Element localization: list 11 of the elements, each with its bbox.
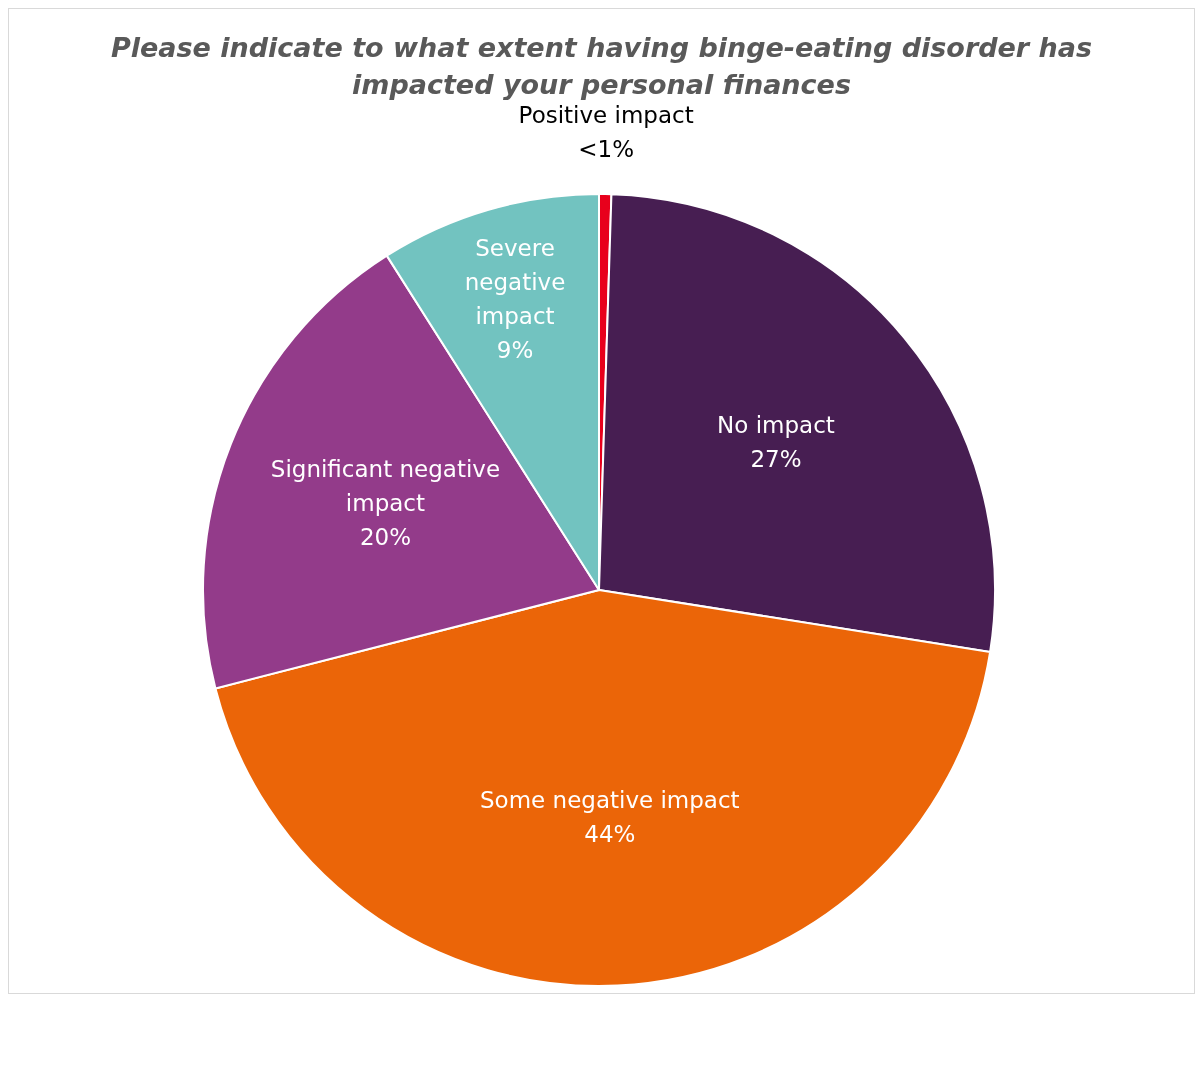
chart-title: Please indicate to what extent having binge-eating disorder has impacted your personal finances — [109, 31, 1094, 102]
data-label: 44% — [584, 821, 636, 848]
slice-label: No impact — [717, 411, 835, 438]
slice-label: Some negative impact — [480, 787, 740, 814]
slice-label: Severe negative impact — [464, 234, 566, 329]
slice-label: Significant negative impact — [270, 456, 501, 517]
data-label: <1% — [578, 136, 635, 163]
data-label: 20% — [359, 524, 412, 551]
data-label: 27% — [750, 445, 802, 472]
slice-label: Positive impact — [518, 102, 694, 129]
data-label: 9% — [496, 336, 534, 363]
